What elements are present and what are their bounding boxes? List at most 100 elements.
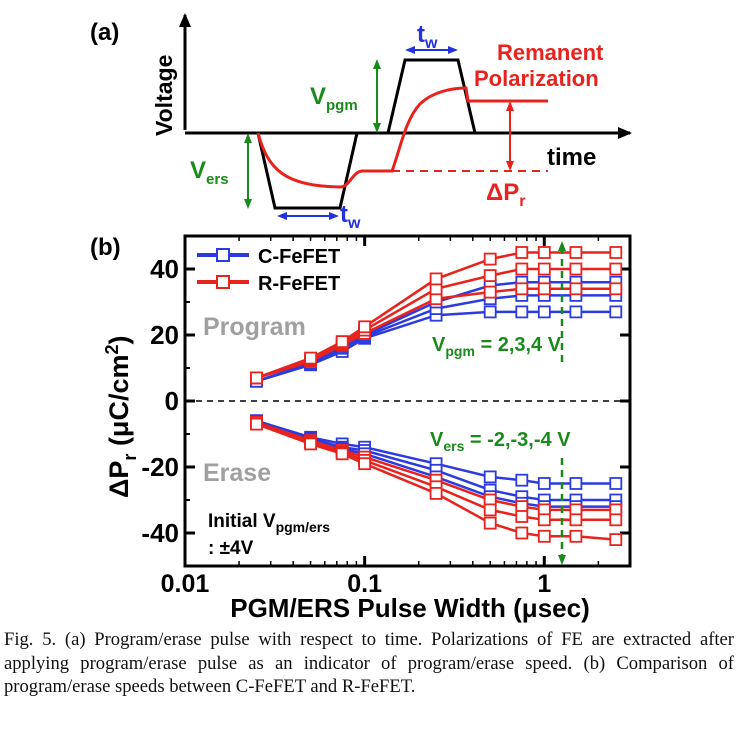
data-point bbox=[537, 477, 551, 490]
y-axis-title-sub: r bbox=[120, 454, 140, 461]
tw-top-main: t bbox=[417, 21, 425, 48]
series-line bbox=[256, 287, 616, 380]
data-point bbox=[569, 282, 583, 296]
series-line bbox=[256, 419, 616, 502]
polarization-curve bbox=[256, 86, 548, 189]
x-axis-title: PGM/ERS Pulse Width (μsec) bbox=[230, 593, 590, 623]
vers-annot-rest: = -2,-3,-4 V bbox=[464, 429, 571, 451]
data-point bbox=[537, 513, 551, 527]
initial-v-main: Initial V bbox=[208, 511, 276, 532]
series-line bbox=[256, 280, 616, 383]
data-point bbox=[609, 477, 623, 490]
axis-ticks: -40 -20 0 20 40 0.01 0.1 1 bbox=[141, 235, 631, 598]
data-point bbox=[609, 282, 623, 296]
tw-top-label: tw bbox=[417, 21, 438, 52]
vers-sub: ers bbox=[206, 171, 229, 188]
series-layer bbox=[250, 246, 623, 546]
series-line bbox=[256, 421, 616, 512]
vers-annot-main: V bbox=[430, 429, 444, 451]
data-point bbox=[483, 503, 497, 517]
data-point bbox=[569, 529, 583, 543]
remanent-label-2: Polarization bbox=[474, 66, 599, 91]
series-line bbox=[256, 267, 616, 380]
tw-bottom-main: t bbox=[340, 201, 348, 228]
initial-v-line1: Initial Vpgm/ers bbox=[208, 511, 330, 535]
panel-b: (b) ΔPr (μC/cm2) PGM/ERS Pulse Width (μs… bbox=[90, 234, 632, 623]
panel-b-label: (b) bbox=[90, 234, 121, 261]
series-line bbox=[256, 310, 616, 383]
tw-top-sub: w bbox=[424, 35, 438, 52]
data-point bbox=[609, 246, 623, 259]
tw-bottom-sub: w bbox=[347, 215, 361, 232]
data-point bbox=[483, 516, 497, 530]
program-label: Program bbox=[203, 313, 306, 341]
data-point bbox=[537, 529, 551, 543]
y-axis-title-main: ΔP bbox=[104, 461, 134, 498]
data-point bbox=[304, 351, 318, 365]
series-line bbox=[256, 419, 616, 485]
vers-annot-sub: ers bbox=[443, 438, 464, 454]
time-label: time bbox=[547, 144, 596, 171]
legend-label-r-fefet: R-FeFET bbox=[258, 273, 340, 295]
y-tick-label: 20 bbox=[150, 320, 179, 350]
data-point bbox=[569, 305, 583, 319]
data-point bbox=[569, 246, 583, 259]
vpgm-label: Vpgm bbox=[310, 83, 358, 114]
data-point bbox=[515, 246, 529, 259]
vpgm-annotation: Vpgm = 2,3,4 V bbox=[432, 334, 562, 359]
erase-label: Erase bbox=[203, 459, 271, 487]
panel-a-voltage-label: Voltage bbox=[151, 55, 177, 136]
data-point bbox=[609, 305, 623, 319]
data-point bbox=[537, 246, 551, 259]
data-point bbox=[250, 371, 263, 385]
data-point bbox=[483, 305, 497, 319]
delta-pr-main: ΔP bbox=[486, 179, 519, 206]
panel-a-label: (a) bbox=[90, 19, 119, 46]
data-point bbox=[515, 282, 529, 296]
data-point bbox=[569, 262, 583, 276]
series-r-fefet-erase-11 bbox=[250, 417, 623, 546]
remanent-label-1: Remanent bbox=[497, 40, 604, 65]
y-axis-title-end: ) bbox=[104, 336, 134, 345]
data-point bbox=[483, 252, 497, 266]
data-point bbox=[483, 285, 497, 299]
y-tick-label: -40 bbox=[141, 518, 179, 548]
vpgm-sub: pgm bbox=[326, 97, 358, 114]
data-point bbox=[569, 513, 583, 527]
data-point bbox=[483, 269, 497, 283]
data-point bbox=[335, 335, 349, 349]
vpgm-annot-sub: pgm bbox=[445, 343, 475, 359]
legend-marker-c-fefet bbox=[216, 248, 230, 262]
initial-v-line2: : ±4V bbox=[208, 538, 254, 559]
y-axis-title: ΔPr (μC/cm2) bbox=[102, 336, 140, 499]
erase-pulse bbox=[256, 132, 359, 210]
vers-annotation: Vers = -2,-3,-4 V bbox=[430, 429, 571, 454]
initial-v-sub: pgm/ers bbox=[276, 519, 331, 535]
y-tick-label: 40 bbox=[150, 254, 179, 284]
series-line bbox=[256, 422, 616, 541]
data-point bbox=[515, 305, 529, 319]
data-point bbox=[569, 477, 583, 490]
y-axis-title-sup: 2 bbox=[102, 345, 122, 355]
vpgm-annot-rest: = 2,3,4 V bbox=[475, 334, 562, 356]
data-point bbox=[515, 510, 529, 523]
data-point bbox=[358, 320, 372, 334]
y-tick-label: 0 bbox=[165, 386, 179, 416]
vers-main: V bbox=[190, 157, 206, 184]
data-point bbox=[537, 305, 551, 319]
vpgm-annot-main: V bbox=[432, 334, 446, 356]
figure-caption: Fig. 5. (a) Program/erase pulse with res… bbox=[4, 629, 734, 698]
data-point bbox=[609, 262, 623, 276]
data-point bbox=[609, 533, 623, 546]
series-r-fefet-program-5 bbox=[250, 246, 623, 385]
data-point bbox=[537, 282, 551, 296]
x-tick-label: 0.1 bbox=[347, 570, 382, 598]
data-point bbox=[483, 470, 497, 484]
legend: C-FeFET R-FeFET bbox=[197, 246, 340, 295]
delta-pr-label: ΔPr bbox=[486, 179, 526, 210]
data-point bbox=[515, 473, 529, 487]
panel-a: (a) Voltage time Remanent Polarization Δ… bbox=[90, 13, 632, 232]
tw-bottom-label: tw bbox=[340, 201, 361, 232]
data-point bbox=[358, 457, 372, 471]
data-point bbox=[304, 437, 318, 451]
